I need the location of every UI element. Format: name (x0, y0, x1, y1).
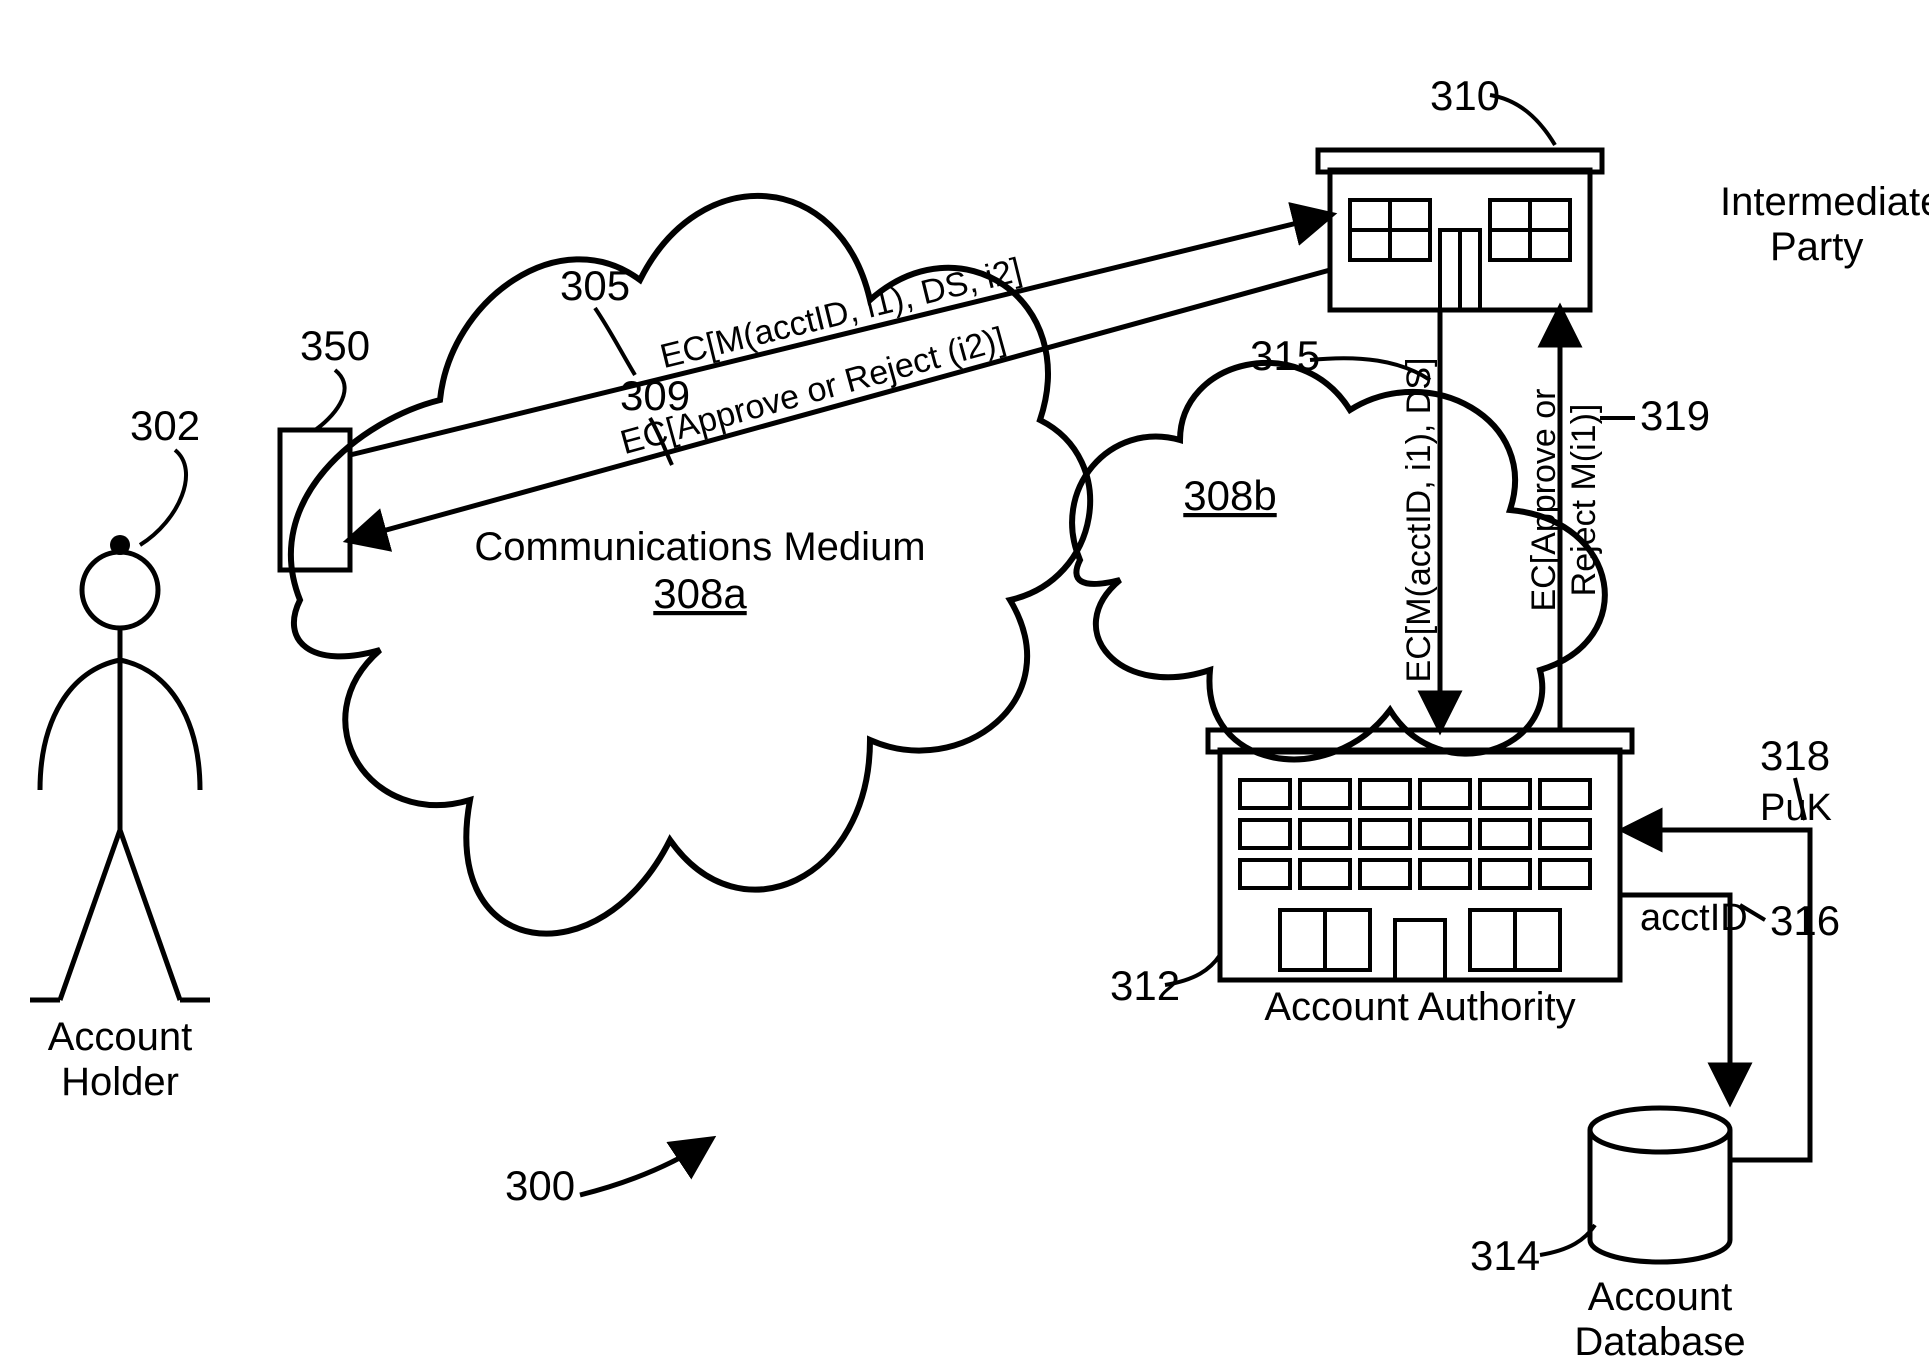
msg-315: EC[M(acctID, i1), DS] (1400, 358, 1438, 683)
account-holder-label-1: Account (48, 1015, 193, 1059)
database-icon (1590, 1108, 1730, 1262)
ref-319: 319 (1640, 392, 1710, 439)
intermediate-building-icon (1318, 150, 1602, 310)
ref-310: 310 (1430, 72, 1500, 119)
ref-316: 316 (1770, 897, 1840, 944)
communications-medium-label: Communications Medium (474, 525, 925, 569)
account-holder-label-2: Holder (61, 1060, 179, 1104)
ref-350: 350 (300, 322, 370, 369)
account-database-label-1: Account (1588, 1275, 1733, 1319)
ref-308a: 308a (653, 570, 747, 617)
account-holder-icon (30, 535, 210, 1000)
intermediate-label-1: Intermediate (1720, 180, 1929, 224)
intermediate-label-2: Party (1770, 225, 1863, 269)
ref-302: 302 (130, 402, 200, 449)
account-database-label-2: Database (1574, 1320, 1745, 1364)
ref-315: 315 (1250, 332, 1320, 379)
leader-314 (1540, 1225, 1595, 1255)
ref-314: 314 (1470, 1232, 1540, 1279)
ref-308b: 308b (1183, 472, 1276, 519)
leader-300 (580, 1140, 710, 1195)
ref-305: 305 (560, 262, 630, 309)
leader-302 (140, 450, 186, 545)
account-authority-label: Account Authority (1264, 985, 1575, 1029)
puk-label: PuK (1760, 787, 1832, 829)
msg-319-b: Reject M(i1)] (1565, 404, 1603, 597)
ref-309: 309 (620, 372, 690, 419)
leader-305 (595, 308, 635, 375)
ref-300: 300 (505, 1162, 575, 1209)
msg-319-a: EC[Approve or (1525, 389, 1563, 612)
ref-318: 318 (1760, 732, 1830, 779)
leader-350 (315, 370, 345, 430)
acctid-label: acctID (1640, 897, 1748, 939)
authority-building-icon (1208, 730, 1632, 980)
